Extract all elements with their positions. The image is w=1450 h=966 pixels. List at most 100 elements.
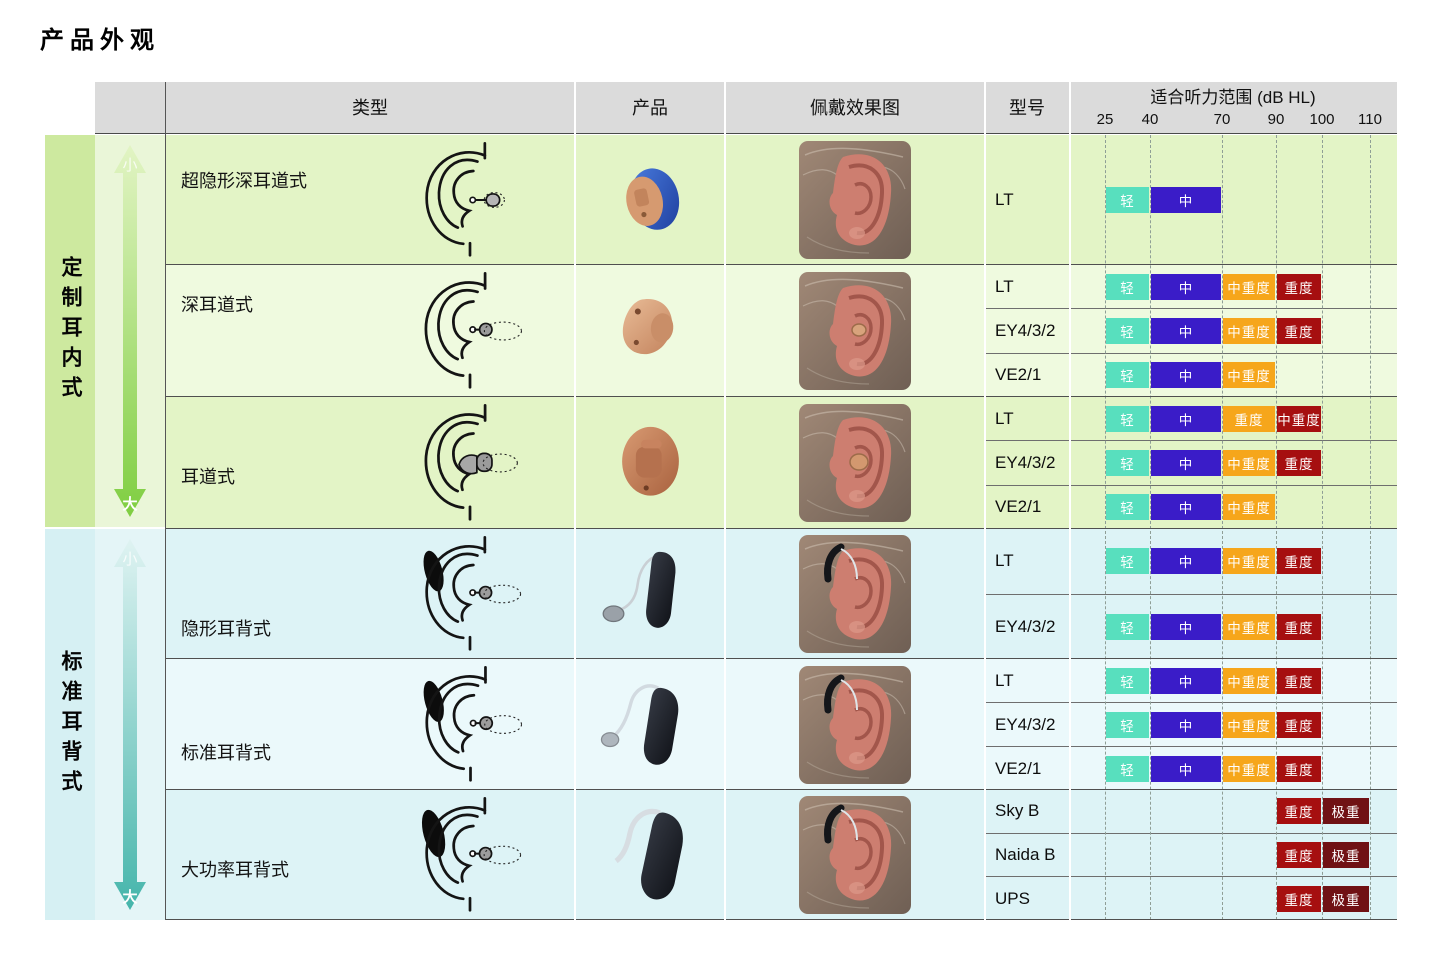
hearing-range-bar: 中 [1151, 405, 1221, 432]
type-label: 标准耳背式 [181, 743, 271, 763]
wearing-photo [725, 265, 985, 397]
column-divider [724, 82, 726, 920]
product-image [575, 397, 725, 529]
hearing-range-bar: 中 [1151, 613, 1221, 640]
arrow-bottom-label-big: 大 [122, 495, 137, 513]
section-band-custom-inear: 定制耳内式 [45, 135, 95, 527]
hearing-range-bar: 中重度 [1277, 405, 1321, 432]
product-group: 隐形耳背式 LT 轻中中重度 重度 EY4/3/2 轻中中重度 重度 [165, 529, 1397, 659]
model-label: UPS [995, 888, 1030, 908]
product-group: 超隐形深耳道式 LT 轻中 [165, 135, 1397, 265]
hearing-range-bar: 轻 [1106, 449, 1149, 476]
product-image [575, 135, 725, 265]
size-arrow-column-green: 小 大 [95, 135, 165, 527]
hearing-range-bar: 重度 [1277, 273, 1321, 300]
hearing-range-bar: 轻 [1106, 362, 1149, 389]
model-label: EY4/3/2 [995, 320, 1056, 340]
product-image [575, 790, 725, 920]
table-header: 类型 产品 佩戴效果图 型号 适合听力范围 (dB HL) 25 40 70 90 10… [95, 82, 1397, 134]
product-group: 大功率耳背式 Sky B 重度 极重 Naida B 重度 极重 UPS 重度 极重 [165, 790, 1397, 920]
model-label: VE2/1 [995, 497, 1042, 517]
wearing-photo [725, 397, 985, 529]
wearing-photo [725, 790, 985, 920]
column-header-range: 适合听力范围 (dB HL) [1150, 88, 1316, 107]
hearing-range-bar: 重度 [1277, 449, 1321, 476]
column-header-product: 产品 [632, 98, 668, 118]
product-group: 标准耳背式 LT 轻中中重度 重度 EY4/3/2 轻中中重度 重度 VE2/1 轻中中重度重… [165, 659, 1397, 790]
hearing-range-bar: 中重度 [1223, 667, 1275, 694]
section-band-standard-bte: 标准耳背式 [45, 529, 95, 920]
size-gradient-arrow-cyan: 小 大 [114, 539, 146, 910]
model-label: Sky B [995, 801, 1040, 821]
hearing-range-bar: 轻 [1106, 613, 1149, 640]
group-divider [165, 528, 1397, 529]
model-label: Naida B [995, 845, 1056, 864]
hearing-range-bar: 轻 [1106, 187, 1149, 213]
arrow-top-label-small: 小 [122, 157, 137, 174]
model-label: LT [995, 190, 1014, 209]
hearing-range-bar: 中 [1151, 755, 1221, 782]
hearing-range-bar: 中 [1151, 362, 1221, 389]
hearing-range-bar: 中 [1151, 548, 1221, 575]
model-row: LT 轻中中重度 重度 [985, 265, 1397, 308]
hearing-range-bar: 轻 [1106, 667, 1149, 694]
group-divider [165, 789, 1397, 790]
hearing-range-bar: 中 [1151, 667, 1221, 694]
group-divider [165, 396, 1397, 397]
hearing-range-bar: 极重 [1323, 885, 1369, 912]
hearing-range-bar: 轻 [1106, 405, 1149, 432]
column-divider [165, 82, 166, 920]
hearing-range-bar: 中 [1151, 317, 1221, 344]
wearing-photo [725, 529, 985, 659]
hearing-range-bar: 中重度 [1223, 273, 1275, 300]
hearing-range-bar: 中重度 [1223, 494, 1275, 521]
product-group: 深耳道式 LT 轻中中重度 重度 EY4/3/2 轻中中重度 重度 VE2/1 轻中中重度 [165, 265, 1397, 397]
column-header-model: 型号 [1009, 98, 1045, 118]
axis-tick-label: 40 [1141, 111, 1159, 128]
hearing-range-bar: 轻 [1106, 548, 1149, 575]
hearing-range-bar: 重度 [1277, 667, 1321, 694]
axis-tick-label: 100 [1309, 111, 1335, 128]
hearing-range-bar: 中重度 [1223, 317, 1275, 344]
product-image [575, 659, 725, 790]
wearing-photo [725, 659, 985, 790]
column-header-type: 类型 [352, 98, 388, 118]
hearing-range-bar: 中重度 [1223, 548, 1275, 575]
arrow-top-label-small: 小 [122, 551, 137, 568]
hearing-range-bar: 极重 [1323, 798, 1369, 825]
group-divider [165, 658, 1397, 659]
axis-tick-label: 25 [1096, 111, 1114, 128]
hearing-range-bar: 中 [1151, 273, 1221, 300]
model-row: VE2/1 轻中中重度 重度 [985, 746, 1397, 790]
section-label-standard-bte: 标准耳背式 [59, 649, 82, 800]
hearing-range-bar: 重度 [1277, 885, 1321, 912]
ear-diagram [390, 659, 550, 790]
group-divider [165, 919, 1397, 920]
ear-diagram [390, 397, 550, 529]
model-row: EY4/3/2 轻中中重度 重度 [985, 593, 1397, 660]
hearing-range-bar: 中 [1151, 711, 1221, 738]
hearing-range-bar: 轻 [1106, 317, 1149, 344]
hearing-range-bar: 中重度 [1223, 449, 1275, 476]
ear-diagram [390, 529, 550, 659]
ear-diagram [390, 135, 550, 265]
hearing-range-bar: 轻 [1106, 273, 1149, 300]
model-row: LT 轻中 [985, 135, 1397, 265]
model-label: EY4/3/2 [995, 616, 1056, 636]
hearing-range-bar: 重度 [1277, 613, 1321, 640]
size-arrow-column-cyan: 小 大 [95, 529, 165, 920]
hearing-range-bar: 轻 [1106, 494, 1149, 521]
model-row: LT 轻中重度 中重度 [985, 397, 1397, 440]
model-label: EY4/3/2 [995, 452, 1056, 472]
wearing-photo [725, 135, 985, 265]
model-label: EY4/3/2 [995, 714, 1056, 734]
model-row: EY4/3/2 轻中中重度 重度 [985, 440, 1397, 484]
hearing-range-bar: 重度 [1277, 711, 1321, 738]
type-label: 超隐形深耳道式 [181, 171, 307, 191]
size-gradient-arrow-green: 小 大 [114, 145, 146, 517]
hearing-range-bar: 重度 [1277, 842, 1321, 868]
model-row: Naida B 重度 极重 [985, 832, 1397, 877]
type-label: 大功率耳背式 [181, 860, 289, 880]
model-row: Sky B 重度 极重 [985, 790, 1397, 833]
